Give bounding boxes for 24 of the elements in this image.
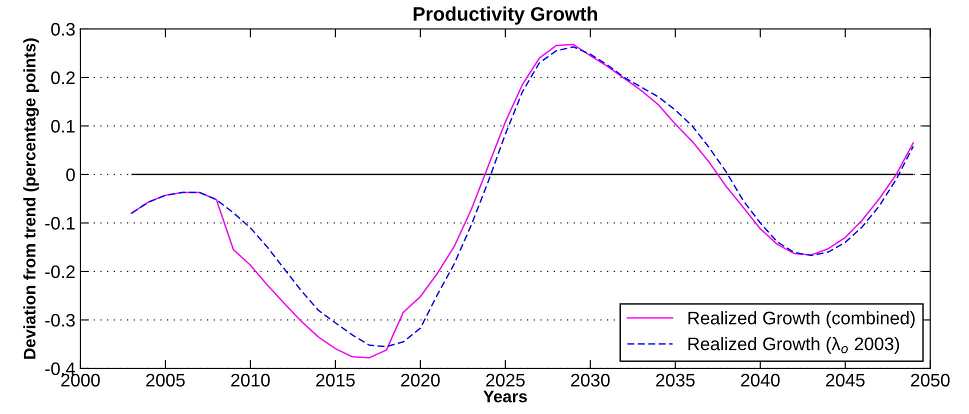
legend-label: Realized Growth (λ$_{o}$ 2003) xyxy=(688,337,900,354)
y-tick-label: -0.1 xyxy=(45,216,75,230)
legend-label: Realized Growth (combined) xyxy=(688,311,915,328)
x-axis-title: Years xyxy=(483,390,527,402)
y-tick-label: 0.2 xyxy=(51,71,75,84)
y-tick-label: 0.3 xyxy=(51,22,75,36)
x-tick-label: 2000 xyxy=(61,374,100,387)
y-tick-label: -0.4 xyxy=(45,362,76,376)
y-tick-label: 0.1 xyxy=(51,120,75,133)
x-tick-label: 2050 xyxy=(911,374,950,387)
y-axis-title: Deviation from trend (percentage points) xyxy=(23,38,39,359)
y-tick-label: 0 xyxy=(66,168,75,182)
x-tick-label: 2040 xyxy=(741,374,780,387)
x-tick-label: 2025 xyxy=(486,374,525,387)
chart-title: Productivity Growth xyxy=(414,6,598,25)
x-tick-label: 2010 xyxy=(231,374,270,387)
x-tick-label: 2020 xyxy=(401,374,440,387)
x-tick-label: 2005 xyxy=(146,374,185,387)
x-tick-label: 2030 xyxy=(571,374,610,387)
x-tick-label: 2045 xyxy=(826,374,865,387)
y-tick-label: -0.2 xyxy=(45,265,75,278)
x-tick-label: 2035 xyxy=(656,374,695,387)
x-tick-label: 2015 xyxy=(316,374,355,387)
y-tick-label: -0.3 xyxy=(45,314,75,327)
